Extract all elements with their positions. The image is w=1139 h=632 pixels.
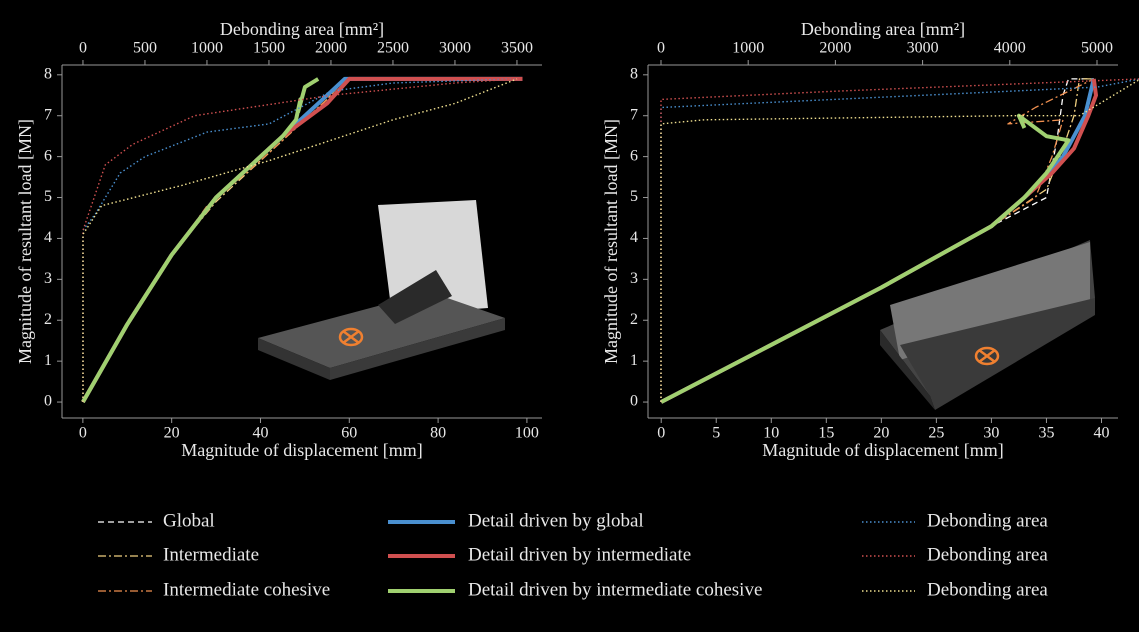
x-tick-label: 35	[1038, 425, 1054, 442]
y-axis-label: Magnitude of resultant load [MN]	[601, 119, 621, 364]
x2-tick-label: 1000	[191, 40, 223, 57]
x-tick-label: 20	[873, 425, 889, 442]
y-tick-label: 1	[630, 352, 638, 369]
x-tick-label: 5	[712, 425, 720, 442]
y-tick-label: 5	[44, 188, 52, 205]
y-tick-label: 1	[44, 352, 52, 369]
y-tick-label: 4	[44, 229, 52, 246]
legend-label: Intermediate	[163, 544, 259, 565]
x-tick-label: 0	[79, 425, 87, 442]
legend-label: Detail driven by intermediate	[468, 544, 691, 565]
legend-label: Debonding area	[927, 579, 1048, 600]
x2-axis-label: Debonding area [mm²]	[220, 19, 384, 39]
x2-tick-label: 1500	[253, 40, 285, 57]
x2-tick-label: 2500	[377, 40, 409, 57]
x2-tick-label: 0	[79, 40, 87, 57]
y-tick-label: 8	[44, 65, 52, 82]
legend-label: Debonding area	[927, 544, 1048, 565]
x-tick-label: 30	[983, 425, 999, 442]
y-tick-label: 6	[630, 147, 638, 164]
y-tick-label: 2	[44, 311, 52, 328]
x2-tick-label: 5000	[1081, 40, 1113, 57]
x-tick-label: 40	[252, 425, 268, 442]
y-tick-label: 8	[630, 65, 638, 82]
legend-label: Detail driven by global	[468, 510, 644, 531]
y-tick-label: 4	[630, 229, 638, 246]
x2-tick-label: 500	[133, 40, 157, 57]
x2-tick-label: 2000	[315, 40, 347, 57]
x-tick-label: 25	[928, 425, 944, 442]
x2-tick-label: 3000	[439, 40, 471, 57]
x2-tick-label: 3000	[907, 40, 939, 57]
y-tick-label: 3	[44, 270, 52, 287]
x-axis-label: Magnitude of displacement [mm]	[181, 440, 422, 460]
x-tick-label: 80	[430, 425, 446, 442]
legend-label: Detail driven by intermediate cohesive	[468, 579, 762, 600]
figure: 0123456780510152025303540010002000300040…	[0, 0, 1139, 632]
y-tick-label: 5	[630, 188, 638, 205]
x-tick-label: 60	[341, 425, 357, 442]
x-tick-label: 0	[657, 425, 665, 442]
x2-tick-label: 2000	[819, 40, 851, 57]
y-tick-label: 0	[630, 393, 638, 410]
x-tick-label: 20	[164, 425, 180, 442]
x2-tick-label: 0	[657, 40, 665, 57]
y-tick-label: 7	[44, 106, 52, 123]
y-axis-label: Magnitude of resultant load [MN]	[15, 119, 35, 364]
x-tick-label: 15	[818, 425, 834, 442]
x-tick-label: 40	[1093, 425, 1109, 442]
x-tick-label: 10	[763, 425, 779, 442]
y-tick-label: 6	[44, 147, 52, 164]
x2-tick-label: 1000	[732, 40, 764, 57]
legend-label: Debonding area	[927, 510, 1048, 531]
x2-tick-label: 4000	[994, 40, 1026, 57]
x-tick-label: 100	[515, 425, 539, 442]
legend-label: Intermediate cohesive	[163, 579, 330, 600]
y-tick-label: 0	[44, 393, 52, 410]
y-tick-label: 2	[630, 311, 638, 328]
x2-tick-label: 3500	[501, 40, 533, 57]
legend-label: Global	[163, 510, 215, 531]
x-axis-label: Magnitude of displacement [mm]	[762, 440, 1003, 460]
y-tick-label: 7	[630, 106, 638, 123]
y-tick-label: 3	[630, 270, 638, 287]
x2-axis-label: Debonding area [mm²]	[801, 19, 965, 39]
